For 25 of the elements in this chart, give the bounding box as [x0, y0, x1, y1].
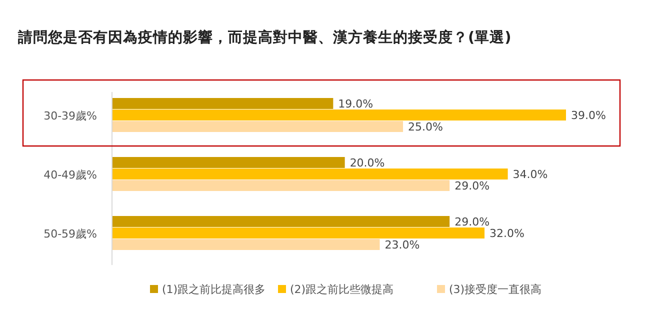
legend-label: (1)跟之前比提高很多 — [162, 283, 266, 296]
legend-label: (2)跟之前比些微提高 — [290, 283, 394, 296]
data-label: 39.0% — [571, 109, 606, 122]
bar — [112, 168, 508, 180]
bar — [112, 121, 404, 132]
y-tick-label: 30-39歲% — [44, 109, 97, 122]
data-label: 20.0% — [350, 156, 385, 170]
data-label: 25.0% — [408, 120, 443, 134]
bar — [112, 228, 485, 238]
y-tick-label: 50-59歲% — [44, 227, 97, 240]
data-label: 29.0% — [454, 216, 490, 228]
bar — [112, 157, 345, 168]
data-label: 19.0% — [338, 98, 374, 110]
data-label: 32.0% — [490, 227, 524, 240]
data-label: 23.0% — [384, 238, 420, 252]
data-label: 29.0% — [454, 180, 490, 192]
bar — [112, 216, 450, 227]
data-label: 34.0% — [512, 168, 548, 181]
bar — [112, 110, 566, 120]
legend-label: (3)接受度一直很高 — [449, 283, 542, 296]
bar — [112, 98, 334, 109]
bar — [112, 180, 450, 191]
y-tick-label: 40-49歲% — [44, 168, 97, 182]
chart-title: 請問您是否有因為疫情的影響，而提高對中醫、漢方養生的接受度？(單選) — [17, 28, 512, 46]
bar — [112, 239, 380, 250]
